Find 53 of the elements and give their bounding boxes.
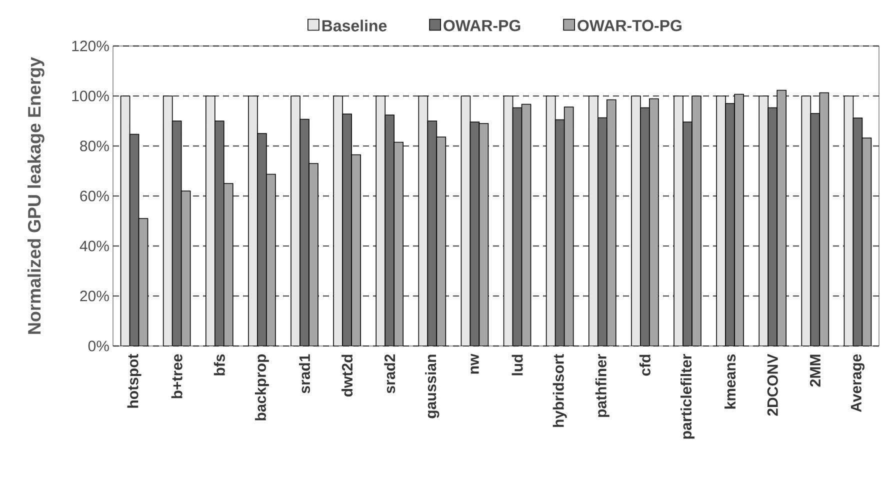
x-tick-label: cfd bbox=[639, 354, 650, 376]
bar bbox=[172, 120, 182, 346]
bar bbox=[810, 113, 820, 346]
y-tick-label: 120% bbox=[72, 40, 109, 52]
y-tick-label: 40% bbox=[80, 240, 109, 252]
bar bbox=[844, 96, 854, 346]
x-tick-label: pathfiner bbox=[595, 354, 610, 417]
y-axis-title: Normalized GPU leakage Energy bbox=[27, 57, 44, 334]
x-tick-label: kmeans bbox=[724, 354, 736, 409]
bar bbox=[120, 96, 130, 346]
bar bbox=[138, 218, 148, 346]
bar bbox=[554, 119, 565, 346]
x-tick-label: nw bbox=[470, 354, 479, 374]
x-tick-label: hybridsort bbox=[552, 354, 567, 427]
bar bbox=[564, 106, 574, 346]
bar bbox=[162, 96, 173, 346]
x-tick-label: gaussian bbox=[425, 354, 440, 418]
bar bbox=[801, 96, 812, 346]
x-tick-label: b+tree bbox=[171, 354, 182, 398]
bar bbox=[512, 107, 522, 346]
bar bbox=[819, 92, 830, 346]
x-tick-label: srad1 bbox=[298, 354, 310, 394]
bar bbox=[521, 104, 532, 346]
legend-label: Baseline bbox=[322, 20, 387, 32]
bar bbox=[418, 96, 428, 346]
bar bbox=[427, 120, 438, 346]
x-tick-label: Average bbox=[850, 354, 864, 412]
legend-label: OWAR-PG bbox=[444, 20, 520, 32]
legend-label: OWAR-TO-PG bbox=[578, 20, 682, 32]
y-tick-label: 60% bbox=[80, 190, 109, 202]
bar bbox=[436, 136, 446, 346]
x-tick-label: 2MM bbox=[810, 354, 820, 387]
y-tick-label: 100% bbox=[72, 90, 109, 102]
x-tick-label: lud bbox=[512, 354, 523, 376]
x-tick-label: dwt2d bbox=[342, 354, 353, 397]
x-tick-label: backprop bbox=[254, 354, 269, 420]
bar bbox=[862, 138, 872, 346]
x-tick-label: bfs bbox=[214, 354, 225, 376]
x-tick-label: srad2 bbox=[384, 354, 396, 394]
bar bbox=[130, 134, 139, 346]
y-tick-label: 20% bbox=[80, 290, 109, 302]
x-tick-label: 2DCONV bbox=[767, 354, 778, 416]
x-tick-label: hotspot bbox=[127, 354, 142, 408]
bar bbox=[460, 96, 471, 346]
bar bbox=[546, 96, 556, 346]
bar bbox=[478, 123, 489, 346]
bar bbox=[503, 96, 514, 346]
y-tick-label: 80% bbox=[80, 140, 109, 152]
x-tick-label: particlefilter bbox=[680, 354, 694, 439]
bar bbox=[852, 118, 863, 346]
bar bbox=[180, 190, 191, 346]
y-tick-label: 0% bbox=[88, 340, 109, 352]
bar bbox=[470, 122, 480, 346]
